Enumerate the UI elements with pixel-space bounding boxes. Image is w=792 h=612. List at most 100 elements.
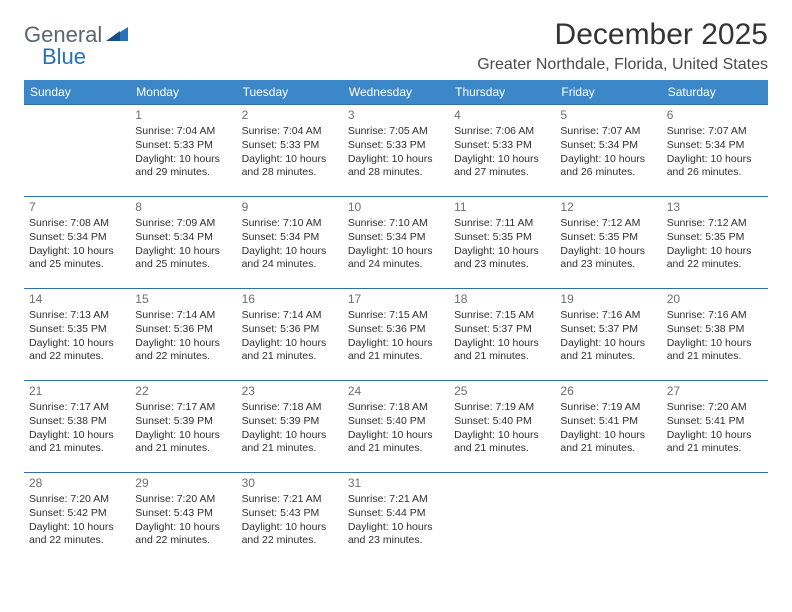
- sunrise-line: Sunrise: 7:10 AM: [348, 217, 444, 231]
- month-title: December 2025: [477, 18, 768, 52]
- sunrise-line: Sunrise: 7:19 AM: [454, 401, 550, 415]
- calendar-table: SundayMondayTuesdayWednesdayThursdayFrid…: [24, 80, 768, 565]
- calendar-cell: 22Sunrise: 7:17 AMSunset: 5:39 PMDayligh…: [130, 381, 236, 473]
- sunrise-line: Sunrise: 7:20 AM: [667, 401, 763, 415]
- sunset-line: Sunset: 5:34 PM: [560, 139, 656, 153]
- sunrise-line: Sunrise: 7:20 AM: [29, 493, 125, 507]
- calendar-cell: [662, 473, 768, 565]
- daylight-line: Daylight: 10 hours and 22 minutes.: [29, 337, 125, 365]
- daylight-line: Daylight: 10 hours and 25 minutes.: [135, 245, 231, 273]
- day-number: 1: [135, 108, 231, 124]
- calendar-cell: 3Sunrise: 7:05 AMSunset: 5:33 PMDaylight…: [343, 105, 449, 197]
- sunset-line: Sunset: 5:36 PM: [348, 323, 444, 337]
- sunset-line: Sunset: 5:34 PM: [29, 231, 125, 245]
- day-number: 10: [348, 200, 444, 216]
- daylight-line: Daylight: 10 hours and 22 minutes.: [667, 245, 763, 273]
- calendar-header-row: SundayMondayTuesdayWednesdayThursdayFrid…: [24, 80, 768, 105]
- calendar-cell: 9Sunrise: 7:10 AMSunset: 5:34 PMDaylight…: [237, 197, 343, 289]
- day-header: Saturday: [662, 80, 768, 105]
- sunset-line: Sunset: 5:40 PM: [454, 415, 550, 429]
- day-number: 2: [242, 108, 338, 124]
- daylight-line: Daylight: 10 hours and 21 minutes.: [348, 337, 444, 365]
- day-number: 17: [348, 292, 444, 308]
- sunset-line: Sunset: 5:33 PM: [348, 139, 444, 153]
- calendar-cell: 15Sunrise: 7:14 AMSunset: 5:36 PMDayligh…: [130, 289, 236, 381]
- calendar-cell: 7Sunrise: 7:08 AMSunset: 5:34 PMDaylight…: [24, 197, 130, 289]
- day-number: 18: [454, 292, 550, 308]
- sunrise-line: Sunrise: 7:17 AM: [29, 401, 125, 415]
- sunrise-line: Sunrise: 7:11 AM: [454, 217, 550, 231]
- calendar-cell: 1Sunrise: 7:04 AMSunset: 5:33 PMDaylight…: [130, 105, 236, 197]
- calendar-cell: 17Sunrise: 7:15 AMSunset: 5:36 PMDayligh…: [343, 289, 449, 381]
- day-number: 23: [242, 384, 338, 400]
- daylight-line: Daylight: 10 hours and 21 minutes.: [667, 429, 763, 457]
- sunset-line: Sunset: 5:35 PM: [29, 323, 125, 337]
- daylight-line: Daylight: 10 hours and 22 minutes.: [135, 337, 231, 365]
- sunset-line: Sunset: 5:33 PM: [242, 139, 338, 153]
- calendar-row: 21Sunrise: 7:17 AMSunset: 5:38 PMDayligh…: [24, 381, 768, 473]
- calendar-cell: 10Sunrise: 7:10 AMSunset: 5:34 PMDayligh…: [343, 197, 449, 289]
- daylight-line: Daylight: 10 hours and 27 minutes.: [454, 153, 550, 181]
- sunrise-line: Sunrise: 7:21 AM: [348, 493, 444, 507]
- daylight-line: Daylight: 10 hours and 29 minutes.: [135, 153, 231, 181]
- calendar-cell: 21Sunrise: 7:17 AMSunset: 5:38 PMDayligh…: [24, 381, 130, 473]
- sunset-line: Sunset: 5:37 PM: [560, 323, 656, 337]
- sunset-line: Sunset: 5:35 PM: [667, 231, 763, 245]
- daylight-line: Daylight: 10 hours and 22 minutes.: [242, 521, 338, 549]
- calendar-cell: 29Sunrise: 7:20 AMSunset: 5:43 PMDayligh…: [130, 473, 236, 565]
- day-header: Tuesday: [237, 80, 343, 105]
- calendar-body: 1Sunrise: 7:04 AMSunset: 5:33 PMDaylight…: [24, 105, 768, 565]
- day-number: 16: [242, 292, 338, 308]
- sunset-line: Sunset: 5:37 PM: [454, 323, 550, 337]
- daylight-line: Daylight: 10 hours and 21 minutes.: [560, 337, 656, 365]
- daylight-line: Daylight: 10 hours and 22 minutes.: [29, 521, 125, 549]
- daylight-line: Daylight: 10 hours and 21 minutes.: [667, 337, 763, 365]
- sunset-line: Sunset: 5:39 PM: [135, 415, 231, 429]
- day-number: 28: [29, 476, 125, 492]
- calendar-cell: 4Sunrise: 7:06 AMSunset: 5:33 PMDaylight…: [449, 105, 555, 197]
- calendar-cell: 13Sunrise: 7:12 AMSunset: 5:35 PMDayligh…: [662, 197, 768, 289]
- sunrise-line: Sunrise: 7:17 AM: [135, 401, 231, 415]
- calendar-cell: 19Sunrise: 7:16 AMSunset: 5:37 PMDayligh…: [555, 289, 661, 381]
- sunrise-line: Sunrise: 7:16 AM: [667, 309, 763, 323]
- sunrise-line: Sunrise: 7:20 AM: [135, 493, 231, 507]
- sunset-line: Sunset: 5:39 PM: [242, 415, 338, 429]
- calendar-cell: 28Sunrise: 7:20 AMSunset: 5:42 PMDayligh…: [24, 473, 130, 565]
- sunset-line: Sunset: 5:41 PM: [560, 415, 656, 429]
- sunset-line: Sunset: 5:41 PM: [667, 415, 763, 429]
- day-number: 25: [454, 384, 550, 400]
- daylight-line: Daylight: 10 hours and 25 minutes.: [29, 245, 125, 273]
- day-number: 24: [348, 384, 444, 400]
- calendar-cell: 6Sunrise: 7:07 AMSunset: 5:34 PMDaylight…: [662, 105, 768, 197]
- calendar-cell: 5Sunrise: 7:07 AMSunset: 5:34 PMDaylight…: [555, 105, 661, 197]
- day-number: 9: [242, 200, 338, 216]
- calendar-cell: 2Sunrise: 7:04 AMSunset: 5:33 PMDaylight…: [237, 105, 343, 197]
- sunrise-line: Sunrise: 7:09 AM: [135, 217, 231, 231]
- sunset-line: Sunset: 5:36 PM: [135, 323, 231, 337]
- calendar-cell: 16Sunrise: 7:14 AMSunset: 5:36 PMDayligh…: [237, 289, 343, 381]
- sunrise-line: Sunrise: 7:16 AM: [560, 309, 656, 323]
- day-number: 27: [667, 384, 763, 400]
- sunrise-line: Sunrise: 7:18 AM: [242, 401, 338, 415]
- day-number: 13: [667, 200, 763, 216]
- day-header: Monday: [130, 80, 236, 105]
- sunset-line: Sunset: 5:34 PM: [667, 139, 763, 153]
- sunset-line: Sunset: 5:35 PM: [560, 231, 656, 245]
- calendar-cell: 14Sunrise: 7:13 AMSunset: 5:35 PMDayligh…: [24, 289, 130, 381]
- sunset-line: Sunset: 5:38 PM: [667, 323, 763, 337]
- day-number: 19: [560, 292, 656, 308]
- sunrise-line: Sunrise: 7:19 AM: [560, 401, 656, 415]
- day-number: 31: [348, 476, 444, 492]
- sunset-line: Sunset: 5:42 PM: [29, 507, 125, 521]
- day-number: 14: [29, 292, 125, 308]
- calendar-cell: 8Sunrise: 7:09 AMSunset: 5:34 PMDaylight…: [130, 197, 236, 289]
- day-number: 6: [667, 108, 763, 124]
- sunset-line: Sunset: 5:44 PM: [348, 507, 444, 521]
- sunset-line: Sunset: 5:40 PM: [348, 415, 444, 429]
- logo-triangle-icon: [106, 25, 128, 46]
- sunset-line: Sunset: 5:36 PM: [242, 323, 338, 337]
- daylight-line: Daylight: 10 hours and 21 minutes.: [242, 429, 338, 457]
- sunrise-line: Sunrise: 7:06 AM: [454, 125, 550, 139]
- day-number: 22: [135, 384, 231, 400]
- calendar-cell: 31Sunrise: 7:21 AMSunset: 5:44 PMDayligh…: [343, 473, 449, 565]
